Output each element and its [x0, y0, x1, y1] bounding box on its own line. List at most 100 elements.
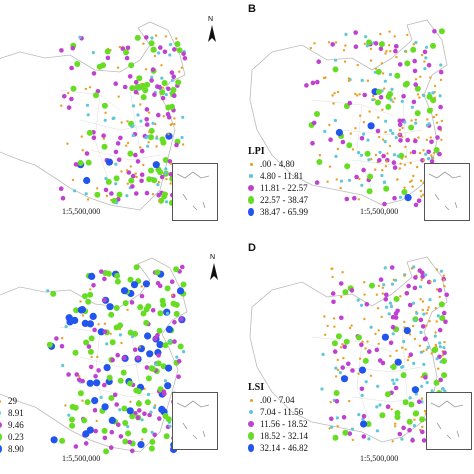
- city-point: [412, 361, 416, 365]
- city-point: [424, 45, 429, 49]
- legend-label: 18.52 - 32.14: [260, 431, 308, 441]
- city-point: [84, 399, 91, 406]
- city-point: [133, 264, 140, 271]
- city-point: [180, 135, 184, 140]
- legend-item: 32.14 - 46.82: [248, 442, 308, 454]
- city-point: [410, 267, 414, 270]
- city-point: [388, 72, 392, 77]
- city-point: [139, 119, 143, 123]
- city-point: [424, 152, 428, 156]
- city-point: [385, 404, 391, 409]
- city-point: [95, 419, 98, 423]
- city-point: [324, 333, 327, 336]
- city-point: [422, 158, 425, 162]
- city-point: [59, 48, 64, 53]
- city-point: [87, 348, 94, 355]
- city-point: [441, 358, 447, 364]
- city-point: [134, 191, 139, 196]
- city-point: [395, 55, 398, 59]
- city-point: [181, 115, 185, 119]
- city-point: [360, 393, 364, 397]
- city-point: [384, 130, 387, 134]
- city-point: [133, 152, 138, 158]
- city-point: [315, 79, 320, 85]
- city-point: [404, 291, 410, 296]
- city-point: [165, 364, 173, 372]
- map-panel-a: N 1:5,500,000: [0, 0, 232, 232]
- city-point: [108, 445, 114, 450]
- city-point: [392, 100, 395, 104]
- city-point: [150, 75, 154, 79]
- city-point: [417, 268, 423, 273]
- city-point: [390, 282, 395, 286]
- city-point: [78, 35, 82, 39]
- city-point: [131, 334, 135, 339]
- city-point: [392, 153, 397, 157]
- city-point: [144, 68, 148, 71]
- city-point: [358, 366, 367, 374]
- city-point: [419, 416, 426, 423]
- city-point: [443, 340, 446, 344]
- city-point: [128, 177, 135, 184]
- legend-dot-icon: [0, 444, 2, 454]
- city-point: [378, 41, 385, 48]
- city-point: [365, 421, 372, 427]
- city-point: [392, 165, 398, 170]
- city-point: [106, 374, 113, 381]
- city-point: [66, 372, 71, 377]
- city-point: [378, 135, 381, 139]
- city-point: [117, 377, 124, 384]
- city-point: [176, 47, 183, 54]
- city-point: [390, 364, 397, 370]
- legend-dot-icon: [248, 173, 254, 179]
- legend-item: 22.57 - 38.47: [248, 194, 308, 206]
- city-point: [104, 176, 108, 181]
- city-point: [381, 169, 384, 172]
- city-point: [78, 375, 81, 378]
- city-point: [420, 429, 425, 435]
- city-point: [375, 405, 379, 409]
- city-point: [54, 336, 59, 341]
- city-point: [441, 372, 448, 379]
- city-point: [92, 327, 97, 333]
- city-point: [176, 358, 182, 364]
- city-point: [157, 169, 164, 176]
- legend-label: 4.80 - 11.81: [260, 171, 304, 181]
- city-point: [435, 135, 440, 140]
- city-point: [116, 66, 120, 69]
- city-point: [426, 118, 429, 121]
- city-point: [416, 93, 420, 96]
- city-point: [340, 139, 346, 145]
- city-point: [350, 324, 353, 327]
- city-point: [135, 400, 142, 407]
- city-point: [413, 202, 419, 208]
- city-point: [114, 162, 118, 166]
- city-point: [416, 198, 422, 203]
- city-point: [380, 62, 384, 65]
- city-point: [442, 350, 447, 356]
- city-point: [326, 180, 329, 183]
- city-point: [127, 276, 134, 283]
- city-point: [375, 293, 378, 296]
- city-point: [157, 51, 161, 55]
- city-point: [158, 405, 166, 413]
- city-point: [379, 32, 382, 36]
- city-point: [145, 375, 152, 382]
- city-point: [442, 278, 445, 282]
- city-point: [361, 340, 364, 343]
- city-point: [99, 395, 103, 399]
- city-point: [46, 341, 53, 348]
- city-point: [60, 337, 64, 340]
- city-point: [393, 44, 399, 49]
- city-point: [142, 87, 149, 94]
- city-point: [116, 422, 121, 427]
- city-point: [103, 448, 110, 455]
- city-point: [420, 53, 424, 57]
- city-point: [146, 144, 150, 148]
- city-point: [373, 98, 376, 101]
- city-point: [118, 434, 124, 439]
- city-point: [93, 92, 99, 99]
- city-point: [422, 362, 426, 366]
- city-point: [362, 92, 367, 98]
- city-point: [423, 375, 428, 380]
